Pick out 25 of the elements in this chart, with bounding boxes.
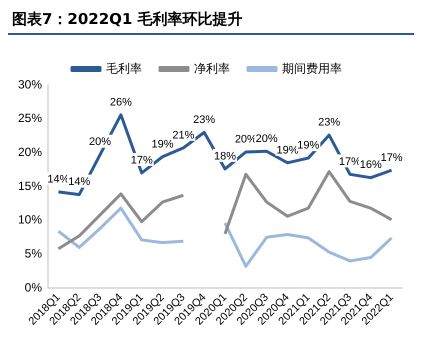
data-label: 20% — [89, 136, 112, 148]
legend-label: 毛利率 — [106, 61, 142, 76]
data-label: 26% — [110, 96, 132, 108]
y-tick-label: 0% — [24, 280, 42, 294]
data-label: 18% — [214, 150, 236, 162]
data-label: 19% — [152, 138, 174, 150]
data-label: 19% — [297, 140, 320, 152]
legend-label: 净利率 — [194, 61, 230, 76]
y-tick-label: 20% — [18, 144, 42, 159]
y-tick-label: 25% — [18, 111, 42, 126]
data-label: 17% — [380, 152, 403, 164]
data-label: 23% — [193, 114, 216, 126]
data-label: 19% — [276, 144, 299, 156]
y-tick-label: 5% — [24, 246, 42, 260]
data-label: 17% — [130, 154, 153, 166]
data-label: 14% — [68, 176, 90, 188]
chart-title: 图表7：2022Q1 毛利率环比提升 — [8, 8, 414, 35]
data-label: 20% — [256, 132, 278, 145]
data-label: 23% — [318, 116, 340, 129]
y-tick-label: 15% — [18, 178, 42, 193]
legend-label: 期间费用率 — [282, 61, 342, 76]
y-tick-label: 30% — [18, 77, 42, 92]
data-label: 21% — [172, 129, 195, 142]
y-tick-label: 10% — [18, 212, 42, 227]
data-label: 16% — [360, 159, 382, 172]
